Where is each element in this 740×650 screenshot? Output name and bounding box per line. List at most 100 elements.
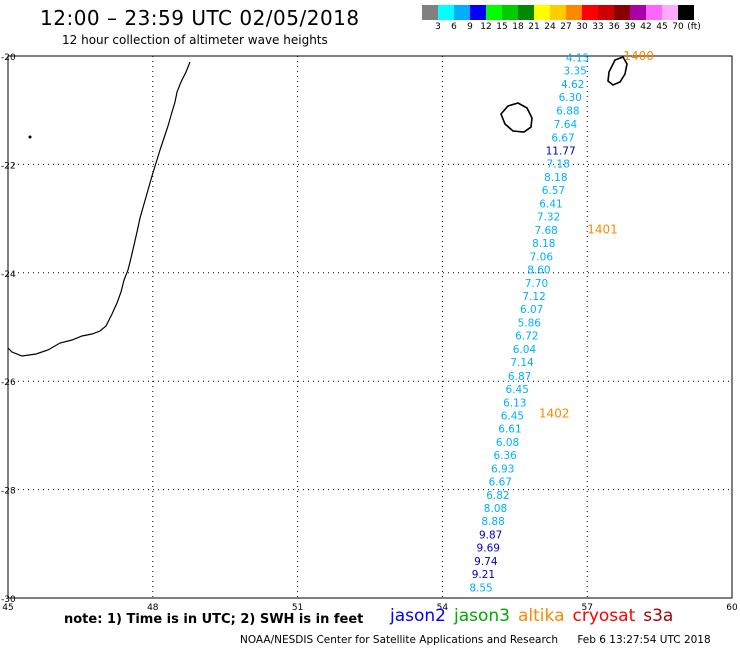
wave-height-value: 7.12 — [522, 291, 545, 303]
scale-label: 18 — [512, 22, 524, 32]
scale-label: 36 — [608, 22, 620, 32]
wave-height-value: 7.14 — [510, 357, 534, 369]
wave-height-value: 7.32 — [537, 211, 560, 223]
satellite-name: jason2 — [390, 606, 446, 626]
scale-swatch — [630, 5, 646, 20]
scale-label: 9 — [467, 22, 473, 32]
wave-height-value: 7.06 — [530, 252, 554, 264]
wave-height-value: 8.08 — [484, 503, 507, 515]
credit-text: NOAA/NESDIS Center for Satellite Applica… — [240, 634, 558, 646]
wave-height-value: 6.30 — [559, 92, 582, 104]
scale-swatch — [470, 5, 486, 20]
satellite-name: altika — [518, 606, 565, 626]
wave-height-value: 6.07 — [520, 304, 543, 316]
scale-swatch — [438, 5, 454, 20]
latitude-tick-label: -22 — [1, 161, 16, 171]
wave-height-value: 6.88 — [556, 106, 579, 118]
scale-label: 27 — [560, 22, 572, 32]
scale-label: 33 — [592, 22, 604, 32]
scale-label: 39 — [624, 22, 636, 32]
longitude-tick-label: 51 — [292, 603, 303, 613]
wave-height-value: 6.87 — [508, 371, 531, 383]
scale-label: 12 — [480, 22, 492, 32]
wave-height-value: 9.87 — [479, 530, 502, 542]
altimeter-track: 4.153.354.626.306.887.646.6711.777.188.1… — [469, 53, 589, 595]
scale-swatch — [486, 5, 502, 20]
wave-height-value: 6.41 — [539, 198, 562, 210]
generation-timestamp: Feb 6 13:27:54 UTC 2018 — [577, 634, 711, 646]
wave-height-value: 9.21 — [472, 569, 495, 581]
wave-height-value: 8.88 — [481, 516, 504, 528]
time-labels: 1400 1401 1402 — [539, 49, 654, 421]
wave-height-value: 9.69 — [477, 543, 500, 555]
latitude-tick-label: -24 — [1, 270, 16, 280]
mauritius-coastline — [607, 56, 628, 86]
wave-height-value: 6.04 — [513, 344, 537, 356]
latitude-tick-label: -28 — [1, 487, 16, 497]
wave-height-value: 6.45 — [506, 384, 529, 396]
scale-swatch — [678, 5, 694, 20]
wave-height-value: 9.74 — [474, 556, 498, 568]
footer-note: note: 1) Time is in UTC; 2) SWH is in fe… — [64, 612, 364, 627]
wave-height-value: 11.77 — [546, 145, 576, 157]
scale-label: (ft) — [687, 22, 701, 32]
wave-height-value: 8.18 — [532, 238, 555, 250]
wave-height-value: 4.62 — [561, 79, 584, 91]
wave-height-value: 7.64 — [554, 119, 578, 131]
map-title: 12:00 – 23:59 UTC 02/05/2018 — [40, 6, 360, 30]
wave-height-value: 6.36 — [493, 450, 517, 462]
wave-height-value: 6.67 — [551, 132, 574, 144]
wave-height-value: 6.93 — [491, 463, 514, 475]
scale-swatch — [662, 5, 678, 20]
wave-height-value: 6.61 — [498, 423, 521, 435]
track-time-label: 1402 — [539, 407, 570, 421]
scale-swatch — [502, 5, 518, 20]
latitude-tick-label: -20 — [1, 53, 16, 63]
color-scale-labels: 3 6 9 12 15 18 21 24 27 30 33 36 39 42 45 70 (ft) — [422, 20, 701, 34]
wave-height-value: 6.45 — [501, 410, 524, 422]
wave-height-value: 3.35 — [563, 66, 586, 78]
scale-swatch — [518, 5, 534, 20]
scale-swatch — [614, 5, 630, 20]
longitude-tick-label: 48 — [147, 603, 159, 613]
longitude-tick-label: 57 — [581, 603, 592, 613]
longitude-tick-label: 60 — [726, 603, 738, 613]
scale-swatch — [566, 5, 582, 20]
scale-label: 3 — [435, 22, 441, 32]
map-subtitle: 12 hour collection of altimeter wave hei… — [62, 33, 328, 47]
latitude-tick-label: -26 — [1, 378, 16, 388]
satellite-legend: jason2 jason3 altika cryosat s3a — [390, 606, 681, 626]
scale-label: 30 — [576, 22, 588, 32]
satellite-name: s3a — [643, 606, 674, 626]
wave-height-value: 7.68 — [534, 225, 557, 237]
track-time-label: 1401 — [587, 222, 618, 236]
longitude-tick-label: 45 — [2, 603, 13, 613]
scale-label: 70 — [672, 22, 684, 32]
track-time-label: 1400 — [623, 49, 654, 63]
wave-height-value: 7.70 — [525, 278, 548, 290]
scale-swatch — [454, 5, 470, 20]
wave-height-value: 6.13 — [503, 397, 526, 409]
latitude-tick-label: -30 — [1, 595, 16, 605]
scale-swatch — [422, 5, 438, 20]
color-scale-legend: 3 6 9 12 15 18 21 24 27 30 33 36 39 42 45 70 (ft) — [422, 5, 701, 35]
scale-label: 15 — [496, 22, 508, 32]
color-scale-swatches — [422, 5, 694, 20]
wave-height-value: 6.82 — [486, 490, 509, 502]
credit-line: NOAA/NESDIS Center for Satellite Applica… — [240, 634, 711, 646]
map-frame — [7, 55, 733, 599]
graticule: 45 48 51 54 57 60 -20 -22 -24 -26 -28 -30 — [1, 53, 738, 613]
wave-height-value: 8.18 — [544, 172, 567, 184]
scale-swatch — [550, 5, 566, 20]
wave-height-value: 4.15 — [566, 53, 589, 65]
satellite-name: cryosat — [572, 606, 636, 626]
scale-swatch — [646, 5, 662, 20]
wave-height-value: 5.86 — [518, 318, 542, 330]
wave-height-value: 6.72 — [515, 331, 538, 343]
scale-label: 45 — [656, 22, 668, 32]
islet — [28, 135, 32, 139]
coastlines — [7, 56, 628, 357]
madagascar-coastline — [7, 61, 191, 357]
scale-label: 24 — [544, 22, 556, 32]
